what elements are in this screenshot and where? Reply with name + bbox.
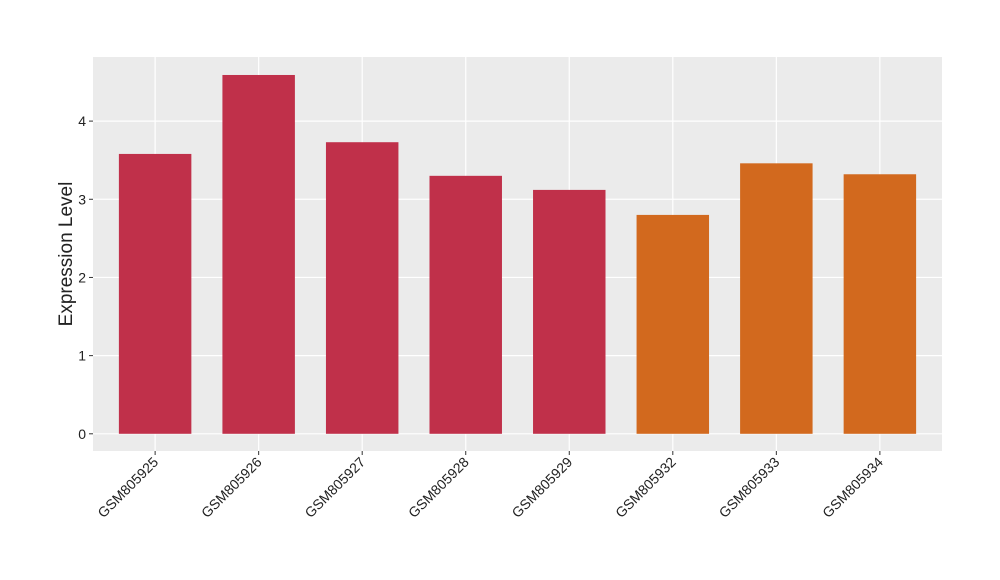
bar: [222, 74, 295, 434]
panel-background: [93, 57, 942, 451]
y-tick-label: 3: [78, 191, 86, 207]
x-tick-label: GSM805933: [716, 454, 783, 521]
y-tick-label: 4: [78, 113, 86, 129]
bar: [429, 175, 502, 434]
x-tick-label: GSM805929: [508, 454, 575, 521]
bar: [740, 163, 813, 434]
x-tick-label: GSM805925: [94, 454, 161, 521]
x-tick-label: GSM805934: [819, 454, 886, 521]
y-tick-label: 0: [78, 426, 86, 442]
bar: [533, 189, 606, 434]
y-tick-label: 2: [78, 269, 86, 285]
x-tick-label: GSM805927: [301, 454, 368, 521]
x-tick-label: GSM805932: [612, 454, 679, 521]
bar: [843, 174, 917, 434]
y-axis-title: Expression Level: [56, 182, 77, 327]
x-tick-label: GSM805926: [198, 454, 265, 521]
bar: [636, 214, 710, 434]
bar: [118, 153, 192, 434]
x-tick-label: GSM805928: [405, 454, 472, 521]
bar: [325, 142, 399, 434]
y-tick-label: 1: [78, 348, 86, 364]
